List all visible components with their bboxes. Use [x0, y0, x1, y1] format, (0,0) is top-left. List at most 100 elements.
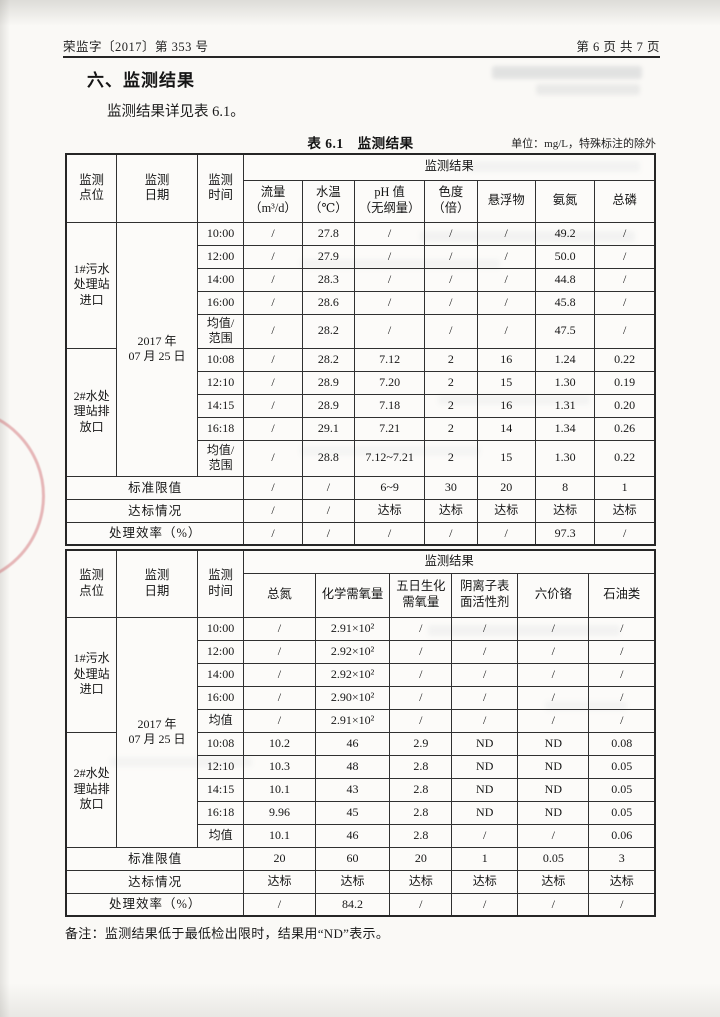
table-caption-main: 表 6.1 监测结果 [65, 132, 656, 152]
header-cell: 监测 时间 [196, 153, 245, 223]
data-cell: / [424, 267, 478, 292]
table-row: 16:18/29.1 7.21 2 14 1.34 0.26 [66, 416, 656, 441]
data-cell: 2.91×10² [314, 708, 391, 733]
summary-label-cell: 达标情况 [65, 498, 245, 523]
data-cell: 14:00 [196, 662, 245, 687]
data-cell: 10:00 [196, 616, 245, 641]
data-cell: 2.9 [389, 731, 453, 756]
data-cell: / [517, 823, 590, 848]
data-cell: 12:10 [196, 370, 245, 395]
data-cell: 3 [588, 846, 656, 871]
data-cell: 2.8 [389, 800, 453, 825]
data-cell: / [594, 267, 656, 292]
data-cell: / [389, 708, 453, 733]
data-cell: 45.8 [534, 290, 596, 315]
data-cell: / [594, 244, 656, 269]
table-row: 1#污水 处理站 进口 2017 年 07 月 25 日 10:00/27.8// /… [65, 221, 656, 477]
data-cell: ND [451, 800, 519, 825]
data-cell: / [424, 313, 478, 349]
table-row: 14:15/28.9 7.18 2 16 1.31 0.20 [66, 393, 656, 418]
red-seal-arc [0, 407, 45, 585]
date-cell: 2017 年 07 月 25 日 [116, 616, 198, 848]
table-6-1-lower: 监测 点位 监测 日期 监测 时间 监测结果 总氮 化学需氧量 五日生化 需氧量 阴离子表 面… [65, 549, 656, 917]
data-cell: 12:10 [196, 754, 245, 779]
data-cell: 达标 [243, 869, 316, 894]
data-cell: 1 [594, 475, 656, 500]
data-cell: 达标 [588, 869, 656, 894]
data-cell: 20 [243, 846, 316, 871]
data-cell: 20 [389, 846, 453, 871]
data-cell: 10:00 [196, 221, 245, 246]
data-cell: 28.9 [301, 393, 356, 418]
data-cell: 27.9 [301, 244, 356, 269]
data-cell: / [243, 892, 316, 917]
data-cell: 50.0 [534, 244, 596, 269]
data-cell: 2 [424, 347, 478, 372]
page-number: 第 6 页 共 7 页 [576, 40, 660, 54]
header-rule [63, 56, 660, 58]
data-cell: 28.6 [301, 290, 356, 315]
data-cell: 达标 [424, 498, 478, 523]
data-cell: / [243, 708, 316, 733]
data-cell: / [301, 475, 356, 500]
data-cell: / [451, 639, 519, 664]
data-cell: / [424, 221, 478, 246]
data-cell: 46 [314, 823, 391, 848]
data-cell: 43 [314, 777, 391, 802]
footnote: 备注：监测结果低于最低检出限时，结果用“ND”表示。 [65, 926, 390, 941]
data-cell: 8 [534, 475, 596, 500]
table-row: 处理效率（%）/84.2// / / [65, 892, 656, 917]
data-cell: / [476, 221, 536, 246]
data-cell: / [243, 439, 303, 477]
data-cell: / [424, 290, 478, 315]
table-row: 达标情况 达标 达标 达标 达标 达标 达标 [65, 869, 656, 894]
section-title: 六、监测结果 [87, 71, 195, 90]
data-cell: / [389, 662, 453, 687]
data-cell: 2.90×10² [314, 685, 391, 710]
summary-label-cell: 标准限值 [65, 846, 245, 871]
data-cell: / [451, 662, 519, 687]
data-cell: 0.05 [517, 846, 590, 871]
bleedthrough-artifact [492, 66, 642, 79]
data-cell: 10.2 [243, 731, 316, 756]
data-cell: / [517, 616, 590, 641]
data-cell: 28.2 [301, 347, 356, 372]
data-cell: ND [517, 800, 590, 825]
data-cell: / [588, 708, 656, 733]
scan-artifact-left-edge [0, 0, 10, 1017]
data-cell: 45 [314, 800, 391, 825]
data-cell: 0.22 [594, 347, 656, 372]
data-cell: 28.3 [301, 267, 356, 292]
header-cell: 监测 日期 [116, 153, 198, 223]
data-cell: 10:08 [196, 731, 245, 756]
data-cell: 12:00 [196, 244, 245, 269]
data-cell: 2 [424, 416, 478, 441]
header-cell: 监测 点位 [65, 549, 118, 618]
data-cell: / [243, 370, 303, 395]
data-cell: 28.9 [301, 370, 356, 395]
header-cell: 流量 （m³/d） [243, 179, 303, 223]
data-cell: / [243, 221, 303, 246]
header-cell: 阴离子表 面活性剂 [451, 572, 519, 618]
data-cell: 7.21 [354, 416, 426, 441]
header-cell: 六价铬 [517, 572, 590, 618]
data-cell: / [354, 313, 426, 349]
data-cell: 14:15 [196, 777, 245, 802]
table-row: 监测 点位 监测 日期 监测 时间 监测结果 [65, 549, 656, 618]
data-cell: / [476, 313, 536, 349]
data-cell: 14 [476, 416, 536, 441]
data-cell: / [517, 892, 590, 917]
data-cell: 1.34 [534, 416, 596, 441]
data-cell: 49.2 [534, 221, 596, 246]
data-cell: / [243, 639, 316, 664]
data-cell: 均值 [196, 708, 245, 733]
data-cell: / [301, 498, 356, 523]
data-cell: 达标 [517, 869, 590, 894]
bleedthrough-artifact [536, 84, 640, 95]
data-cell: / [243, 393, 303, 418]
data-cell: 1.24 [534, 347, 596, 372]
intro-text: 监测结果详见表 6.1。 [107, 104, 245, 120]
data-cell: 27.8 [301, 221, 356, 246]
data-cell: 1.30 [534, 370, 596, 395]
data-cell: 2 [424, 393, 478, 418]
